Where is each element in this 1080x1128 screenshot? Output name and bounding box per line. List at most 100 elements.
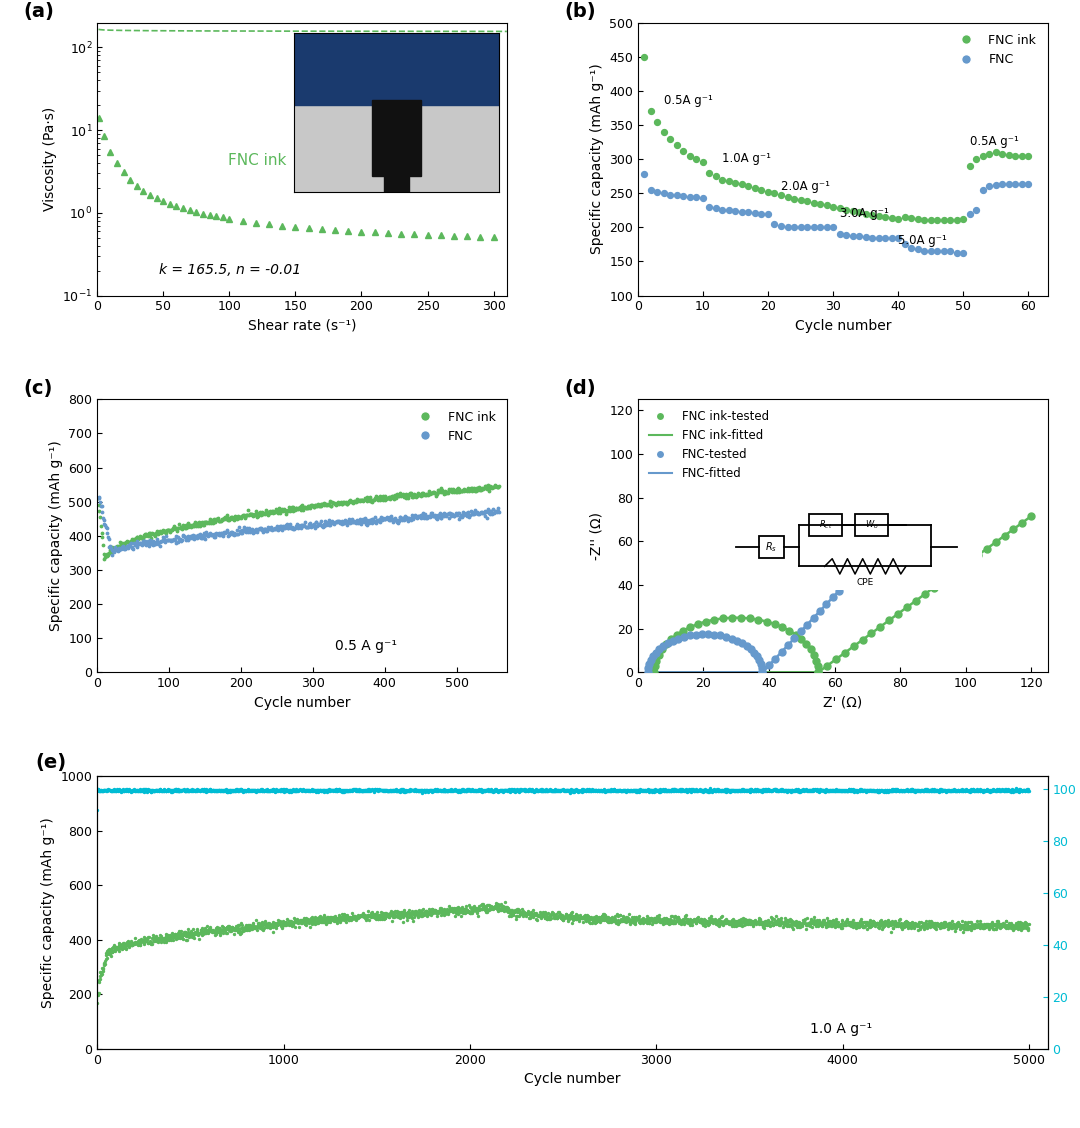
Point (888, 914, 905, 932)
Point (999, 782, 1016, 800)
Point (618, 914, 635, 932)
Point (125, 781, 143, 799)
Point (238, 919, 255, 937)
Point (347, 782, 364, 800)
Point (470, 900, 487, 918)
Point (372, 781, 389, 799)
Point (973, 782, 990, 800)
Point (100, 781, 118, 799)
Point (113, 782, 131, 800)
Point (793, 782, 810, 800)
Point (258, 917, 275, 935)
Point (893, 782, 910, 800)
Point (193, 919, 211, 937)
Point (287, 913, 305, 931)
Point (568, 909, 585, 927)
Point (700, 625, 717, 643)
Point (652, 781, 670, 799)
Point (899, 916, 916, 934)
Point (761, 781, 779, 799)
Point (476, 781, 494, 799)
Point (618, 911, 635, 929)
Point (1016, 913, 1034, 931)
Point (798, 193, 815, 211)
Point (108, 937, 125, 955)
Point (471, 504, 488, 522)
Point (959, 913, 976, 931)
Point (404, 781, 421, 799)
Point (1008, 915, 1025, 933)
Point (906, 917, 923, 935)
Point (1001, 782, 1018, 800)
Point (486, 782, 503, 800)
Point (435, 782, 453, 800)
Point (351, 513, 368, 531)
Point (92, 493, 109, 511)
Point (759, 204, 777, 222)
Point (963, 916, 981, 934)
Point (457, 504, 474, 522)
Point (253, 519, 270, 537)
Point (136, 782, 153, 800)
Point (460, 781, 477, 799)
Point (418, 509, 435, 527)
Point (361, 911, 378, 929)
Point (216, 510, 233, 528)
Point (675, 187, 692, 205)
Point (129, 782, 146, 800)
Point (291, 499, 308, 517)
Point (150, 781, 167, 799)
Point (91, 967, 108, 985)
Point (180, 783, 198, 801)
Point (315, 782, 333, 800)
Point (527, 906, 544, 924)
Point (372, 513, 389, 531)
Point (164, 783, 181, 801)
Point (465, 481, 483, 499)
Point (456, 481, 473, 499)
Point (222, 525, 240, 543)
Point (485, 478, 502, 496)
Point (364, 781, 381, 799)
Point (276, 782, 294, 800)
Point (92, 970, 109, 988)
Point (585, 781, 603, 799)
Point (589, 782, 606, 800)
Point (810, 911, 827, 929)
Point (733, 634, 751, 652)
Point (789, 913, 807, 931)
Point (964, 779, 982, 797)
Point (448, 506, 465, 525)
Point (968, 916, 985, 934)
Point (107, 538, 124, 556)
Point (107, 938, 124, 957)
Point (759, 915, 777, 933)
Point (328, 513, 346, 531)
Point (103, 940, 120, 958)
Point (848, 783, 865, 801)
Point (512, 904, 529, 922)
Point (296, 782, 313, 800)
Point (550, 908, 567, 926)
Point (811, 195, 828, 213)
Point (872, 618, 889, 636)
Point (986, 916, 1003, 934)
Point (156, 933, 173, 951)
Point (252, 504, 269, 522)
Point (811, 602, 828, 620)
Point (945, 782, 962, 800)
Point (737, 781, 754, 799)
Point (422, 781, 440, 799)
Point (540, 904, 557, 922)
Point (806, 781, 823, 799)
Point (306, 908, 323, 926)
Point (108, 940, 125, 958)
Point (950, 915, 968, 933)
Point (231, 923, 248, 941)
Point (251, 915, 268, 933)
Point (334, 910, 351, 928)
Point (315, 906, 333, 924)
Point (430, 902, 447, 920)
Point (990, 781, 1008, 799)
Point (558, 781, 576, 799)
